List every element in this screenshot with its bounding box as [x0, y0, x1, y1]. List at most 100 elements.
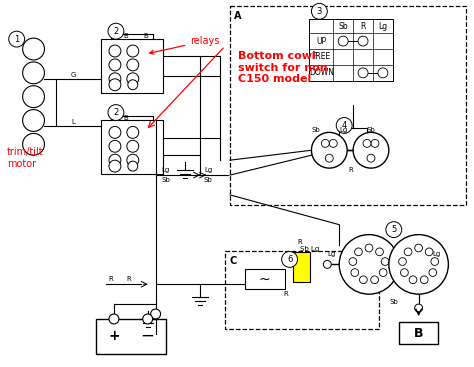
Text: FREE: FREE: [312, 52, 331, 61]
Circle shape: [109, 160, 121, 172]
Circle shape: [323, 261, 331, 268]
Text: DOWN: DOWN: [309, 68, 334, 77]
Circle shape: [376, 248, 383, 256]
Text: Sb: Sb: [390, 299, 398, 305]
Circle shape: [127, 45, 139, 57]
Text: B: B: [414, 327, 423, 340]
Circle shape: [143, 314, 153, 324]
Circle shape: [431, 258, 438, 265]
Text: 2: 2: [113, 27, 118, 36]
Circle shape: [109, 79, 121, 91]
Circle shape: [429, 269, 437, 276]
Circle shape: [379, 269, 387, 276]
Text: trim/tilt
motor: trim/tilt motor: [7, 148, 44, 169]
Text: relays: relays: [150, 36, 220, 54]
Text: Lg: Lg: [204, 167, 212, 173]
Circle shape: [359, 276, 367, 284]
Circle shape: [381, 258, 389, 265]
Circle shape: [358, 36, 368, 46]
Bar: [245, 269, 284, 289]
Bar: [399, 322, 438, 344]
Text: B: B: [123, 115, 128, 120]
Circle shape: [311, 3, 328, 19]
Circle shape: [386, 222, 402, 237]
Circle shape: [339, 235, 399, 294]
Circle shape: [23, 133, 45, 155]
Text: UP: UP: [316, 37, 327, 46]
Circle shape: [23, 86, 45, 108]
Text: Sb: Sb: [204, 177, 213, 183]
Circle shape: [109, 154, 121, 166]
Circle shape: [353, 132, 389, 168]
Circle shape: [336, 117, 352, 133]
Text: Sb: Sb: [161, 177, 170, 183]
Circle shape: [127, 140, 139, 152]
Text: Bottom cowl
switch for non
C150 model: Bottom cowl switch for non C150 model: [238, 51, 328, 84]
Text: Sb: Sb: [366, 127, 375, 134]
Text: ~: ~: [259, 272, 271, 286]
Text: 1: 1: [14, 34, 19, 44]
Circle shape: [282, 251, 298, 268]
Text: 6: 6: [287, 255, 292, 264]
Text: Sb: Sb: [338, 22, 348, 31]
Circle shape: [365, 244, 373, 252]
Circle shape: [128, 161, 138, 171]
Text: Sb: Sb: [311, 127, 320, 134]
Circle shape: [109, 73, 121, 85]
Circle shape: [127, 154, 139, 166]
Circle shape: [127, 59, 139, 71]
Circle shape: [127, 73, 139, 85]
Bar: [230, 6, 466, 205]
Text: 4: 4: [342, 121, 347, 130]
Circle shape: [363, 139, 371, 147]
Text: 5: 5: [391, 225, 396, 234]
Circle shape: [349, 258, 357, 265]
Bar: [96, 319, 165, 354]
Circle shape: [404, 248, 412, 256]
Bar: [225, 251, 379, 329]
Text: +: +: [108, 329, 120, 343]
Circle shape: [351, 269, 359, 276]
Circle shape: [23, 110, 45, 131]
Text: Lg: Lg: [432, 251, 441, 258]
Text: R: R: [297, 239, 302, 244]
Text: C: C: [229, 257, 237, 266]
Text: R: R: [109, 276, 113, 282]
Text: R: R: [349, 167, 354, 173]
Circle shape: [329, 139, 337, 147]
Text: Lg: Lg: [339, 127, 347, 134]
Circle shape: [151, 309, 161, 319]
Text: 2: 2: [113, 108, 118, 117]
Circle shape: [425, 248, 433, 256]
Circle shape: [9, 31, 25, 47]
Circle shape: [399, 258, 406, 265]
Bar: [101, 39, 163, 93]
Text: Lg: Lg: [327, 251, 336, 258]
Circle shape: [23, 62, 45, 84]
Circle shape: [409, 276, 417, 284]
Text: R: R: [360, 22, 366, 31]
Bar: [292, 252, 310, 282]
Text: R: R: [127, 276, 131, 282]
Circle shape: [109, 140, 121, 152]
Circle shape: [420, 276, 428, 284]
Text: Lg: Lg: [162, 167, 170, 173]
Text: A: A: [234, 11, 242, 21]
Text: 3: 3: [317, 7, 322, 16]
Text: B: B: [143, 33, 148, 39]
Circle shape: [311, 132, 347, 168]
Circle shape: [355, 248, 362, 256]
Circle shape: [325, 154, 333, 162]
Circle shape: [378, 68, 388, 78]
Circle shape: [415, 244, 422, 252]
Circle shape: [371, 139, 379, 147]
Circle shape: [108, 105, 124, 120]
Circle shape: [109, 45, 121, 57]
Bar: [101, 120, 163, 174]
Circle shape: [389, 235, 448, 294]
Circle shape: [127, 127, 139, 138]
Text: B: B: [123, 33, 128, 39]
Circle shape: [109, 59, 121, 71]
Text: −: −: [141, 327, 155, 345]
Circle shape: [401, 269, 408, 276]
